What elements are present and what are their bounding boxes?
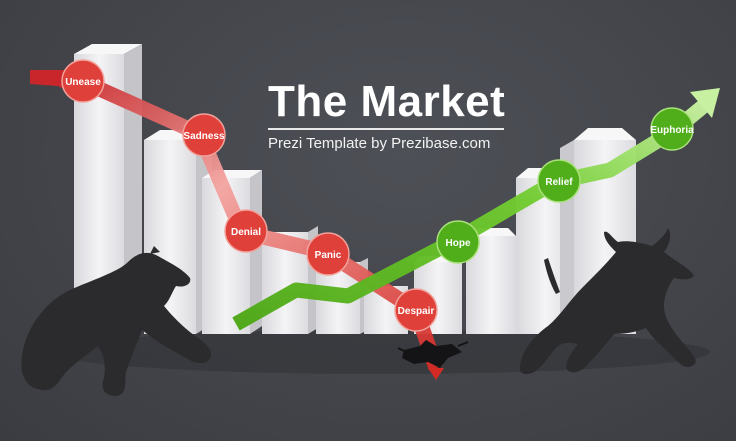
arrow-head-icon [690, 88, 720, 118]
page-title: The Market [268, 77, 506, 126]
stage-label: Denial [231, 227, 261, 238]
crack-icon [397, 340, 469, 368]
stage-label: Despair [398, 306, 435, 317]
bull-stage-nodes: Hope Relief Euphoria [436, 107, 694, 264]
stage-node-panic: Panic [306, 232, 350, 276]
page-subtitle: Prezi Template by Prezibase.com [268, 135, 491, 152]
stage-node-relief: Relief [537, 159, 581, 203]
stage-node-sadness: Sadness [182, 113, 226, 157]
bear-stage-nodes: Unease Sadness Denial Panic Despair [61, 59, 438, 332]
stage-node-hope: Hope [436, 220, 480, 264]
stage-node-denial: Denial [224, 209, 268, 253]
title-divider [268, 128, 504, 130]
stage-label: Relief [545, 177, 573, 188]
stage-label: Euphoria [650, 125, 694, 136]
stage-label: Panic [315, 250, 342, 261]
stage-node-despair: Despair [394, 288, 438, 332]
bull-icon [519, 228, 696, 374]
stage-node-unease: Unease [61, 59, 105, 103]
title-block: The Market Prezi Template by Prezibase.c… [268, 78, 508, 154]
bear-icon [21, 246, 212, 396]
stage-label: Sadness [183, 131, 225, 142]
stage-label: Unease [65, 77, 101, 88]
stage-node-euphoria: Euphoria [650, 107, 694, 151]
stage-label: Hope [446, 238, 471, 249]
bar [202, 170, 262, 334]
